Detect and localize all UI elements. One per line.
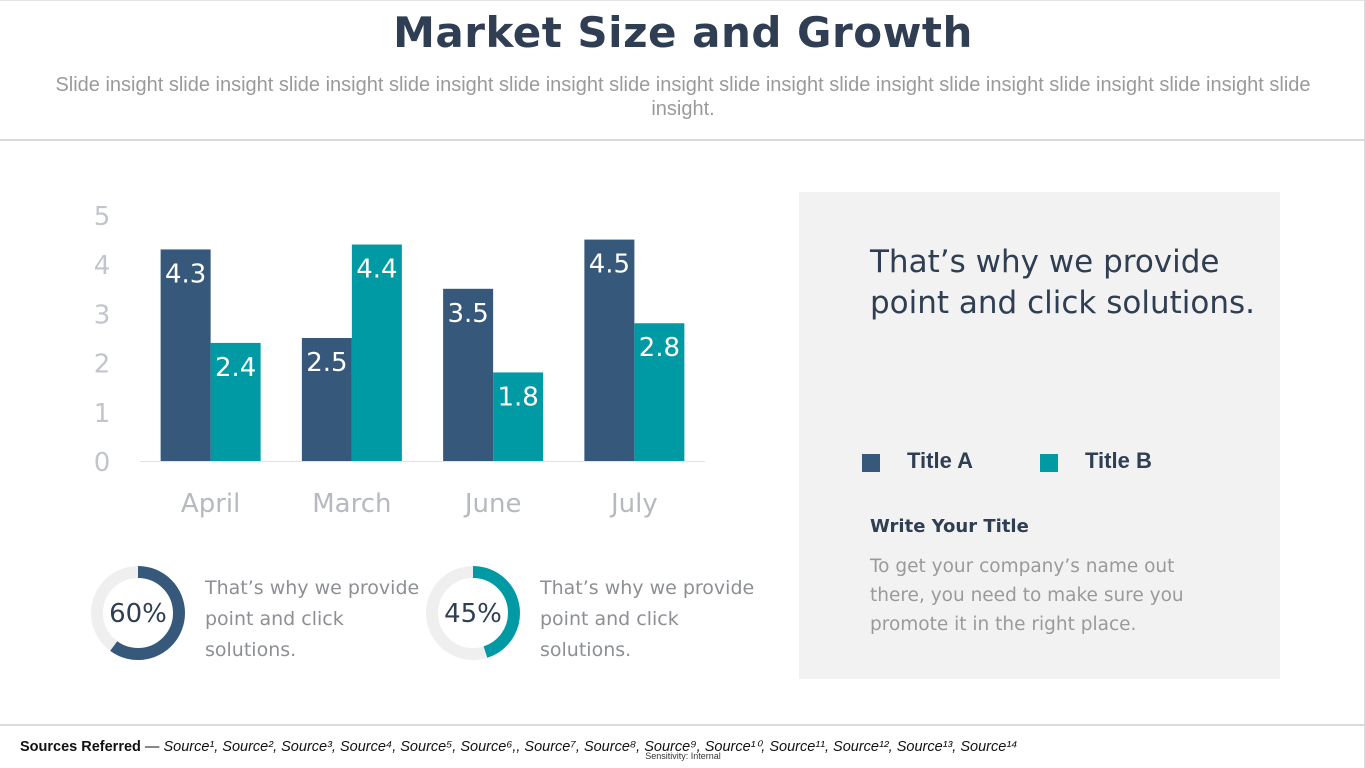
data-label: 4.3 [165, 259, 206, 289]
x-tick-label: March [312, 489, 391, 519]
data-label: 4.4 [356, 255, 397, 285]
source-item: Source², [222, 739, 282, 755]
source-item: Source⁴, [339, 739, 401, 755]
right-border [1364, 0, 1366, 768]
panel-subtitle: Write Your Title [870, 516, 1029, 537]
panel-body-text: To get your company’s name out there, yo… [870, 556, 1184, 635]
sensitivity-label: Sensitivity: Internal [645, 751, 721, 761]
source-item: Source¹², [833, 739, 897, 755]
kpi-card-2: 45% That’s why we provide point and clic… [425, 565, 765, 665]
source-item: Source⁷, [524, 739, 584, 755]
sources-separator: — [140, 739, 164, 755]
sources-line: Sources Referred — Source¹, Source², Sou… [20, 739, 1017, 755]
donut-progress-arc [91, 566, 185, 660]
y-tick-label: 4 [94, 251, 111, 281]
bar-title-a [301, 338, 352, 461]
source-item: Source¹¹, [769, 739, 834, 755]
y-tick-label: 0 [94, 448, 111, 478]
panel-heading: That’s why we provide point and click so… [870, 244, 1255, 321]
legend-swatch-a [862, 454, 880, 472]
kpi-card-1: 60% That’s why we provide point and clic… [90, 565, 430, 665]
bar-chart: 0 1 2 3 4 5 4.3 2.4 April 2.5 4.4 March 3.5 1.8 June 4.… [94, 202, 705, 519]
data-label: 2.8 [639, 333, 680, 363]
x-tick-label: April [181, 489, 240, 519]
source-item: Source³, [281, 739, 340, 755]
bar-title-b [493, 372, 544, 461]
y-tick-label: 1 [94, 399, 111, 429]
source-item: Source⁶,, [460, 739, 525, 755]
kpi-description: That’s why we provide point and click so… [540, 577, 755, 661]
header-divider [0, 139, 1366, 141]
sources-list: Source¹, Source², Source³, Source⁴, Sour… [163, 739, 1017, 755]
y-tick-label: 2 [94, 350, 111, 380]
y-tick-label: 5 [94, 202, 111, 232]
bar-title-a [443, 288, 494, 461]
footer-divider [0, 724, 1366, 726]
data-label: 2.5 [306, 348, 347, 378]
bar-title-b [210, 342, 261, 461]
source-item: Source¹⁴ [960, 739, 1018, 755]
sources-label: Sources Referred [20, 739, 141, 755]
source-item: Source¹³, [896, 739, 961, 755]
kpi-percentage: 60% [109, 599, 167, 629]
y-tick-label: 3 [94, 300, 111, 330]
data-label: 4.5 [589, 250, 630, 280]
donut-chart-2 [426, 566, 520, 660]
page-title: Market Size and Growth [393, 8, 973, 57]
donut-progress-arc [426, 566, 520, 660]
legend-swatch-b [1040, 454, 1058, 472]
data-label: 2.4 [215, 353, 256, 383]
legend-label: Title B [1085, 448, 1152, 473]
x-tick-label: June [463, 489, 522, 519]
insight-panel: That’s why we provide point and click so… [799, 192, 1280, 679]
data-label: 1.8 [497, 382, 538, 412]
top-rule [0, 0, 1366, 1]
bar-title-a [160, 249, 211, 461]
x-tick-label: July [609, 489, 658, 519]
source-item: Source¹⁰, [704, 739, 770, 755]
kpi-description: That’s why we provide point and click so… [205, 577, 420, 661]
legend-label: Title A [907, 448, 974, 473]
donut-chart-1 [91, 566, 185, 660]
source-item: Source⁸, [583, 739, 645, 755]
bar-title-b [351, 244, 402, 461]
kpi-percentage: 45% [444, 599, 502, 629]
source-item: Source¹, [163, 739, 223, 755]
source-item: Source⁹, [644, 739, 705, 755]
data-label: 3.5 [447, 299, 488, 329]
slide-insight: Slide insight slide insight slide insigh… [55, 74, 1311, 120]
source-item: Source⁵, [400, 739, 461, 755]
bar-title-a [584, 239, 635, 461]
bar-title-b [634, 323, 685, 461]
